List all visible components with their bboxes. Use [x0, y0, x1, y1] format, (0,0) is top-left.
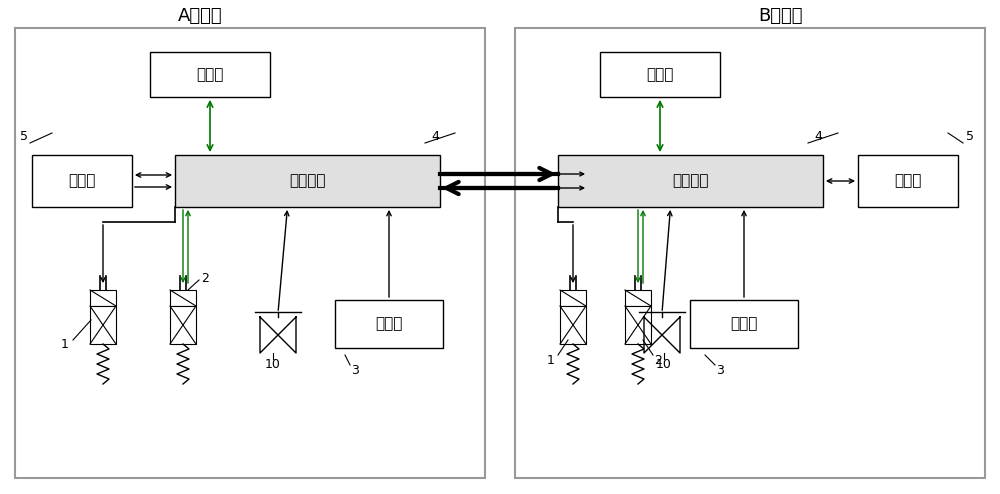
Bar — [32, 155, 132, 207]
Text: 10: 10 — [265, 359, 281, 371]
Text: 控制单元: 控制单元 — [289, 173, 326, 189]
Bar — [625, 306, 651, 344]
Bar — [90, 306, 116, 344]
Bar — [90, 290, 116, 306]
Bar — [15, 28, 485, 478]
Text: 4: 4 — [431, 130, 439, 143]
Bar — [170, 290, 196, 306]
Bar — [170, 306, 196, 344]
Text: 1: 1 — [547, 354, 555, 367]
Text: 5: 5 — [966, 130, 974, 143]
Text: 3: 3 — [716, 364, 724, 376]
Text: B节机车: B节机车 — [758, 7, 802, 25]
Text: 控制单元: 控制单元 — [672, 173, 709, 189]
Bar — [560, 290, 586, 306]
Bar — [558, 155, 823, 207]
Bar — [335, 300, 443, 348]
Bar — [858, 155, 958, 207]
Text: 5: 5 — [20, 130, 28, 143]
Text: 4: 4 — [814, 130, 822, 143]
Bar — [600, 52, 720, 97]
Text: 1: 1 — [61, 338, 69, 352]
Text: 传感器: 传感器 — [730, 317, 758, 331]
Bar — [690, 300, 798, 348]
Bar — [625, 290, 651, 306]
Bar — [515, 28, 985, 478]
Text: 3: 3 — [351, 364, 359, 376]
Bar — [560, 306, 586, 344]
Text: 2: 2 — [201, 272, 209, 285]
Text: 10: 10 — [656, 359, 672, 371]
Text: A节机车: A节机车 — [178, 7, 222, 25]
Bar — [175, 155, 440, 207]
Text: 显示器: 显示器 — [68, 173, 96, 189]
Text: 2: 2 — [654, 354, 662, 367]
Text: 显示器: 显示器 — [894, 173, 922, 189]
Bar — [150, 52, 270, 97]
Text: 压缩机: 压缩机 — [646, 67, 674, 82]
Text: 压缩机: 压缩机 — [196, 67, 224, 82]
Text: 传感器: 传感器 — [375, 317, 403, 331]
